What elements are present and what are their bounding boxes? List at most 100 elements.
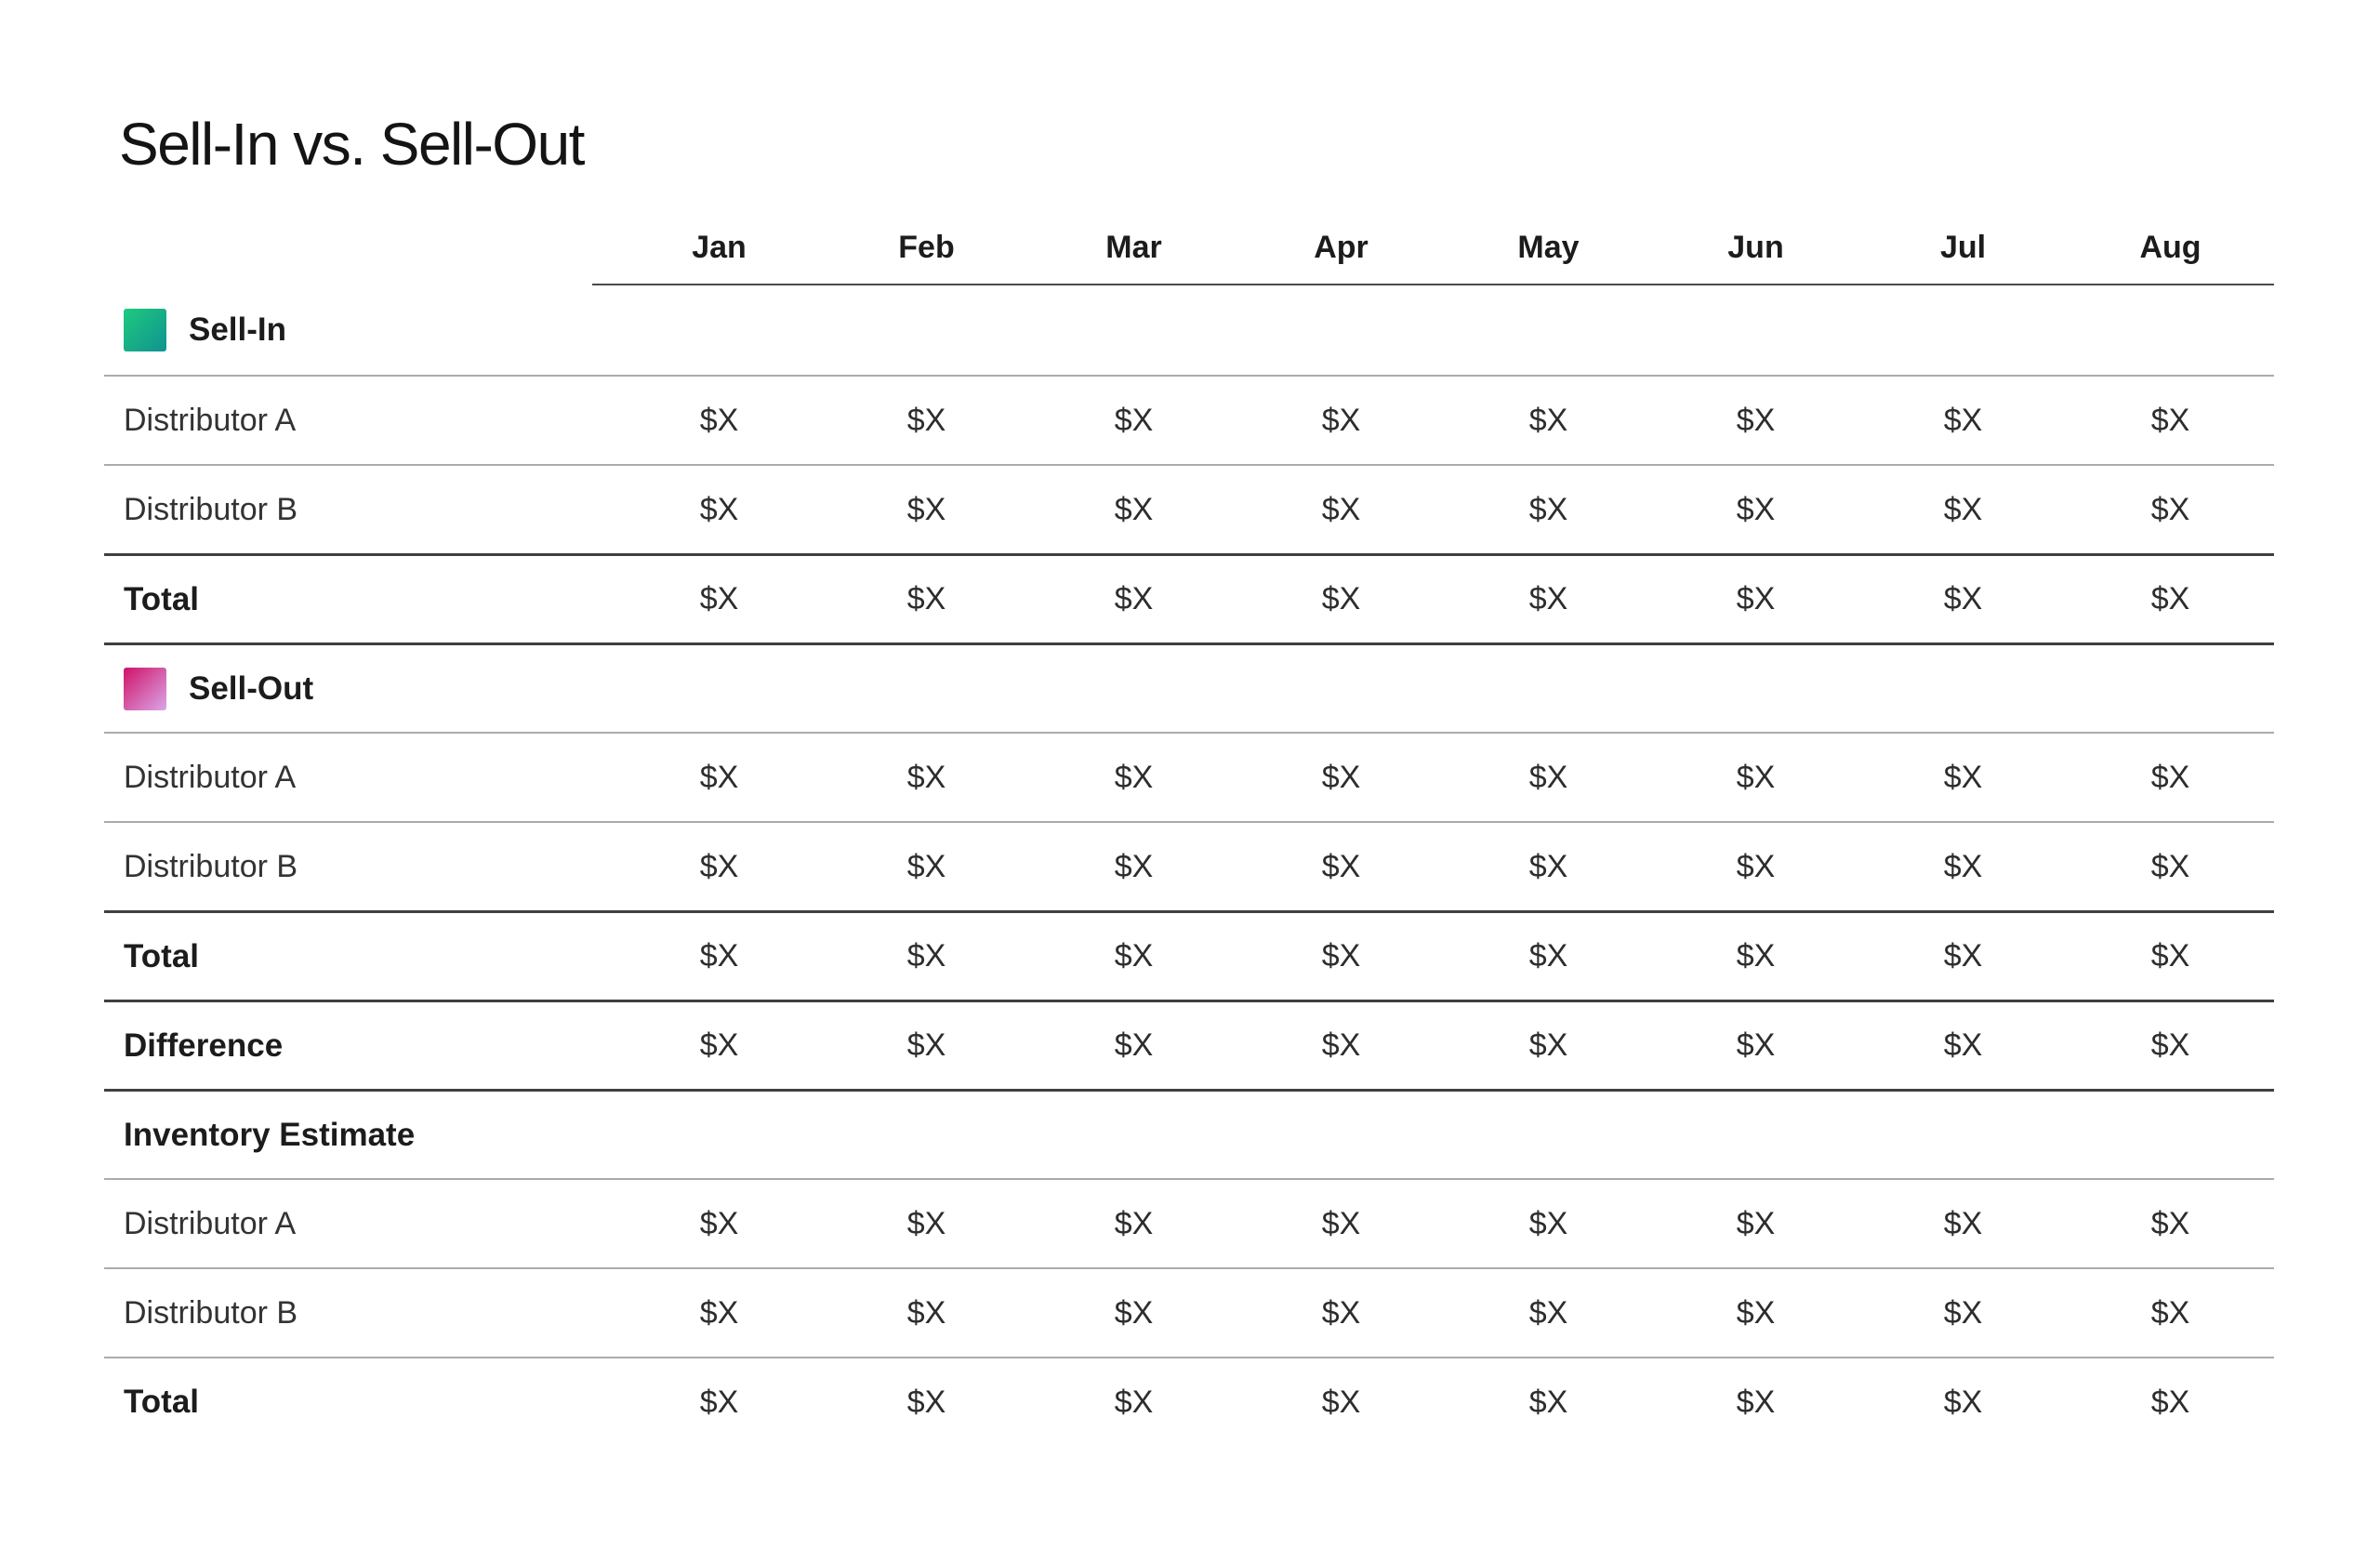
month-header-row: Jan Feb Mar Apr May Jun Jul Aug <box>104 209 2274 285</box>
value-cell-aug: $X <box>2150 759 2190 795</box>
value-cell-apr: $X <box>1321 1384 1361 1420</box>
value-cell-jul: $X <box>1943 402 1983 438</box>
value-cell-may: $X <box>1528 848 1568 884</box>
legend-swatch-sell-out-icon <box>124 667 166 710</box>
table-row-distributor-b: Distributor B $X $X $X $X $X $X $X $X <box>104 821 2274 910</box>
header-underline <box>592 284 2274 285</box>
month-header-feb: Feb <box>898 229 955 265</box>
value-cell-feb: $X <box>906 848 946 884</box>
value-cell-aug: $X <box>2150 1027 2190 1063</box>
table-row-distributor-b: Distributor B $X $X $X $X $X $X $X $X <box>104 1267 2274 1357</box>
value-cell-jan: $X <box>699 1294 739 1331</box>
value-cell-may: $X <box>1528 1384 1568 1420</box>
value-cell-apr: $X <box>1321 1294 1361 1331</box>
row-label-text: Distributor A <box>124 1205 297 1241</box>
value-cell-jan: $X <box>699 491 739 527</box>
row-label-text: Total <box>124 580 200 617</box>
row-label: Total <box>104 581 615 618</box>
value-cell-may: $X <box>1528 938 1568 974</box>
value-cell-mar: $X <box>1114 491 1154 527</box>
table-row-total: Total $X $X $X $X $X $X $X $X <box>104 1357 2274 1446</box>
row-label: Total <box>104 938 615 975</box>
row-label: Total <box>104 1384 615 1421</box>
value-cell-jul: $X <box>1943 1205 1983 1241</box>
value-cell-feb: $X <box>906 581 946 616</box>
value-cell-mar: $X <box>1114 1027 1154 1063</box>
value-cell-feb: $X <box>906 491 946 527</box>
value-cell-jun: $X <box>1736 1205 1776 1241</box>
value-cell-feb: $X <box>906 1294 946 1331</box>
value-cell-jan: $X <box>699 759 739 795</box>
row-label: Difference <box>104 1027 615 1065</box>
month-header-apr: Apr <box>1314 229 1368 265</box>
value-cell-may: $X <box>1528 581 1568 616</box>
value-cell-mar: $X <box>1114 1205 1154 1241</box>
value-cell-aug: $X <box>2150 1205 2190 1241</box>
value-cell-jan: $X <box>699 848 739 884</box>
value-cell-jan: $X <box>699 938 739 974</box>
value-cell-mar: $X <box>1114 759 1154 795</box>
month-header-aug: Aug <box>2139 229 2202 265</box>
value-cell-jun: $X <box>1736 491 1776 527</box>
row-label: Inventory Estimate <box>104 1117 615 1154</box>
value-cell-jul: $X <box>1943 1384 1983 1420</box>
value-cell-feb: $X <box>906 1205 946 1241</box>
value-cell-jun: $X <box>1736 848 1776 884</box>
value-cell-jun: $X <box>1736 759 1776 795</box>
legend-swatch-sell-in-icon <box>124 309 166 351</box>
row-label-text: Sell-Out <box>189 669 314 707</box>
value-cell-feb: $X <box>906 759 946 795</box>
value-cell-jun: $X <box>1736 938 1776 974</box>
row-label-text: Distributor B <box>124 848 298 884</box>
value-cell-may: $X <box>1528 491 1568 527</box>
table-row-total: Total $X $X $X $X $X $X $X $X <box>104 553 2274 643</box>
row-label: Distributor A <box>104 760 615 796</box>
value-cell-apr: $X <box>1321 581 1361 616</box>
value-cell-aug: $X <box>2150 581 2190 616</box>
value-cell-apr: $X <box>1321 1205 1361 1241</box>
value-cell-mar: $X <box>1114 1384 1154 1420</box>
value-cell-may: $X <box>1528 759 1568 795</box>
value-cell-jan: $X <box>699 1027 739 1063</box>
value-cell-jan: $X <box>699 581 739 616</box>
table-row-difference: Difference $X $X $X $X $X $X $X $X <box>104 1000 2274 1089</box>
value-cell-jan: $X <box>699 402 739 438</box>
value-cell-mar: $X <box>1114 1294 1154 1331</box>
value-cell-jan: $X <box>699 1205 739 1241</box>
table-row-inventory-estimate: Inventory Estimate <box>104 1089 2274 1178</box>
value-cell-jun: $X <box>1736 1027 1776 1063</box>
value-cell-may: $X <box>1528 1294 1568 1331</box>
value-cell-mar: $X <box>1114 402 1154 438</box>
row-label-text: Distributor B <box>124 1294 298 1331</box>
row-label: Distributor B <box>104 492 615 528</box>
month-header-mar: Mar <box>1105 229 1162 265</box>
value-cell-aug: $X <box>2150 1384 2190 1420</box>
row-label: Distributor A <box>104 403 615 439</box>
value-cell-aug: $X <box>2150 938 2190 974</box>
value-cell-feb: $X <box>906 402 946 438</box>
value-cell-aug: $X <box>2150 402 2190 438</box>
row-label-text: Difference <box>124 1027 284 1064</box>
value-cell-mar: $X <box>1114 581 1154 616</box>
value-cell-mar: $X <box>1114 938 1154 974</box>
value-cell-mar: $X <box>1114 848 1154 884</box>
value-cell-jun: $X <box>1736 1384 1776 1420</box>
value-cell-feb: $X <box>906 1384 946 1420</box>
row-label-text: Inventory Estimate <box>124 1116 416 1153</box>
row-label-text: Total <box>124 1384 200 1420</box>
value-cell-jul: $X <box>1943 491 1983 527</box>
row-label-text: Sell-In <box>189 311 287 348</box>
value-cell-apr: $X <box>1321 759 1361 795</box>
value-cell-jun: $X <box>1736 402 1776 438</box>
month-header-may: May <box>1517 229 1580 265</box>
value-cell-aug: $X <box>2150 848 2190 884</box>
value-cell-feb: $X <box>906 938 946 974</box>
value-cell-apr: $X <box>1321 848 1361 884</box>
value-cell-apr: $X <box>1321 402 1361 438</box>
value-cell-may: $X <box>1528 1205 1568 1241</box>
value-cell-jun: $X <box>1736 581 1776 616</box>
value-cell-jul: $X <box>1943 1027 1983 1063</box>
row-label: Distributor B <box>104 849 615 885</box>
row-label-text: Distributor A <box>124 759 297 795</box>
